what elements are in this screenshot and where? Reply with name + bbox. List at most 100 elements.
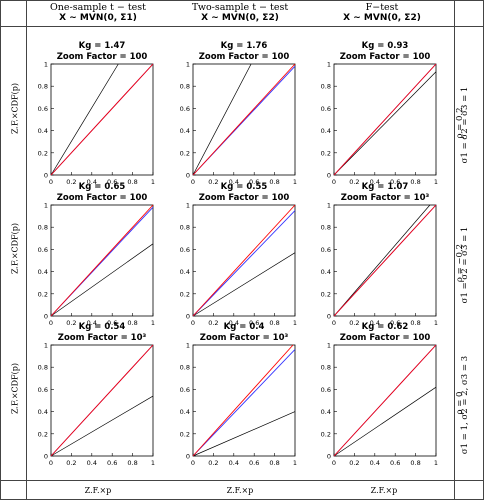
plot-9-title: Kg = 0.62 [362, 322, 409, 332]
plot-9-xtick-label-1: 0.2 [349, 459, 359, 467]
plot-7-xtick-label-1: 0.2 [66, 459, 76, 467]
plot-2-xtick-label-4: 0.8 [269, 178, 279, 186]
plot-2-title: Kg = 1.76 [221, 41, 268, 51]
plot-3-xtick-label-2: 0.4 [370, 178, 380, 186]
plot-6-xtick-label-2: 0.4 [370, 319, 380, 327]
plot-7-series-black [50, 395, 154, 457]
plot-8-xtick-label-1: 0.2 [208, 459, 218, 467]
column-header-1-line2: X ∼ MVN(0, Σ1) [59, 13, 137, 23]
plot-3-title: Kg = 0.93 [362, 41, 409, 51]
plot-3-ytick-label-4: 0.8 [321, 83, 331, 91]
plot-1-title: Kg = 1.47 [79, 41, 126, 51]
plot-4-series-red [50, 204, 154, 317]
plot-4-axes [50, 204, 154, 317]
plot-2-xtick-label-3: 0.6 [249, 178, 259, 186]
plot-4-xtick-label-3: 0.6 [107, 319, 117, 327]
plot-7-xtick-label-0: 0 [49, 459, 53, 467]
plot-4-series-black [50, 243, 154, 317]
plot-3-xtick-label-3: 0.6 [390, 178, 400, 186]
column-header-3: F−test X ∼ MVN(0, Σ2) [312, 2, 452, 24]
plot-6-xtick-label-3: 0.6 [390, 319, 400, 327]
plot-7-ytick-label-4: 0.8 [38, 364, 48, 372]
plot-2-ytick-label-1: 0.2 [180, 149, 190, 157]
column-header-3-line2: X ∼ MVN(0, Σ2) [343, 13, 421, 23]
plot-8-axes [192, 344, 296, 457]
right-divider [454, 0, 455, 500]
plot-4-xtick-label-4: 0.8 [127, 319, 137, 327]
plot-2-xtick-label-2: 0.4 [229, 178, 239, 186]
plot-8-ytick-label-5: 1 [186, 342, 190, 350]
plot-3-ytick-label-1: 0.2 [321, 149, 331, 157]
plot-2-ytick-label-3: 0.6 [180, 105, 190, 113]
plot-9-ytick-label-1: 0.2 [321, 430, 331, 438]
plot-1-series-black [50, 63, 119, 176]
plot-4-ytick-label-5: 1 [44, 202, 48, 210]
plot-3-series-red [333, 63, 437, 176]
plot-7-xtick-label-4: 0.8 [127, 459, 137, 467]
plot-6-xtick-label-1: 0.2 [349, 319, 359, 327]
plot-1-xtick-label-5: 1 [151, 178, 155, 186]
plot-6-ytick-label-2: 0.4 [321, 268, 331, 276]
plot-3-subtitle: Zoom Factor = 100 [340, 52, 431, 62]
plot-6-ytick-label-1: 0.2 [321, 290, 331, 298]
plot-8-ytick-label-4: 0.8 [180, 364, 190, 372]
plot-9-ytick-label-5: 1 [327, 342, 331, 350]
plot-2-subtitle: Zoom Factor = 100 [199, 52, 290, 62]
plot-2-series-black [192, 63, 252, 176]
plot-6-ytick-label-4: 0.8 [321, 224, 331, 232]
plot-1-ytick-label-3: 0.6 [38, 105, 48, 113]
plot-8-ytick-label-1: 0.2 [180, 430, 190, 438]
plot-6-series-red [333, 204, 437, 317]
plot-3-xtick-label-1: 0.2 [349, 178, 359, 186]
plot-1-xtick-label-0: 0 [49, 178, 53, 186]
col-xlabel-3: Z.F.×p [370, 486, 398, 495]
plot-5-subtitle: Zoom Factor = 100 [199, 193, 290, 203]
plot-2-xtick-label-5: 1 [293, 178, 297, 186]
plot-7-xtick-label-3: 0.6 [107, 459, 117, 467]
plot-2-xtick-label-1: 0.2 [208, 178, 218, 186]
plot-3-xtick-label-5: 1 [434, 178, 438, 186]
footer-divider [0, 480, 484, 481]
plot-5-xtick-label-5: 1 [293, 319, 297, 327]
plot-7-subtitle: Zoom Factor = 10³ [58, 333, 147, 343]
plot-7-ytick-label-2: 0.4 [38, 408, 48, 416]
plot-1-xtick-label-1: 0.2 [66, 178, 76, 186]
plot-5-series-black [192, 252, 296, 317]
plot-2-ytick-label-2: 0.4 [180, 127, 190, 135]
plot-8-subtitle: Zoom Factor = 10³ [200, 333, 289, 343]
plot-4-ytick-label-4: 0.8 [38, 224, 48, 232]
plot-4-xtick-label-0: 0 [49, 319, 53, 327]
plot-3-ytick-label-0: 0 [327, 172, 331, 180]
plot-9-xtick-label-5: 1 [434, 459, 438, 467]
plot-6-ytick-label-0: 0 [327, 313, 331, 321]
plot-5-xtick-label-0: 0 [191, 319, 195, 327]
plot-7-ytick-label-5: 1 [44, 342, 48, 350]
plot-9-series-black [333, 386, 437, 457]
plot-7-axes [50, 344, 154, 457]
plot-4-ytick-label-0: 0 [44, 313, 48, 321]
plot-6-axes [333, 204, 437, 317]
plot-2-xtick-label-0: 0 [191, 178, 195, 186]
plot-5-ytick-label-2: 0.4 [180, 268, 190, 276]
plot-5-xtick-label-1: 0.2 [208, 319, 218, 327]
left-divider [26, 0, 27, 500]
plot-5-xtick-label-3: 0.6 [249, 319, 259, 327]
plot-9-ytick-label-4: 0.8 [321, 364, 331, 372]
plot-8-ytick-label-2: 0.4 [180, 408, 190, 416]
plot-8-title: Kg = 0.4 [224, 322, 265, 332]
column-header-1: One-sample t − test X ∼ MVN(0, Σ1) [28, 2, 168, 24]
plot-2-ytick-label-5: 1 [186, 61, 190, 69]
plot-9-xtick-label-2: 0.4 [370, 459, 380, 467]
plot-7-series-red [50, 344, 154, 457]
plot-7-ytick-label-0: 0 [44, 453, 48, 461]
plot-4-title: Kg = 0.65 [79, 182, 126, 192]
column-header-3-line1: F−test [365, 2, 399, 13]
plot-5-ytick-label-3: 0.6 [180, 246, 190, 254]
